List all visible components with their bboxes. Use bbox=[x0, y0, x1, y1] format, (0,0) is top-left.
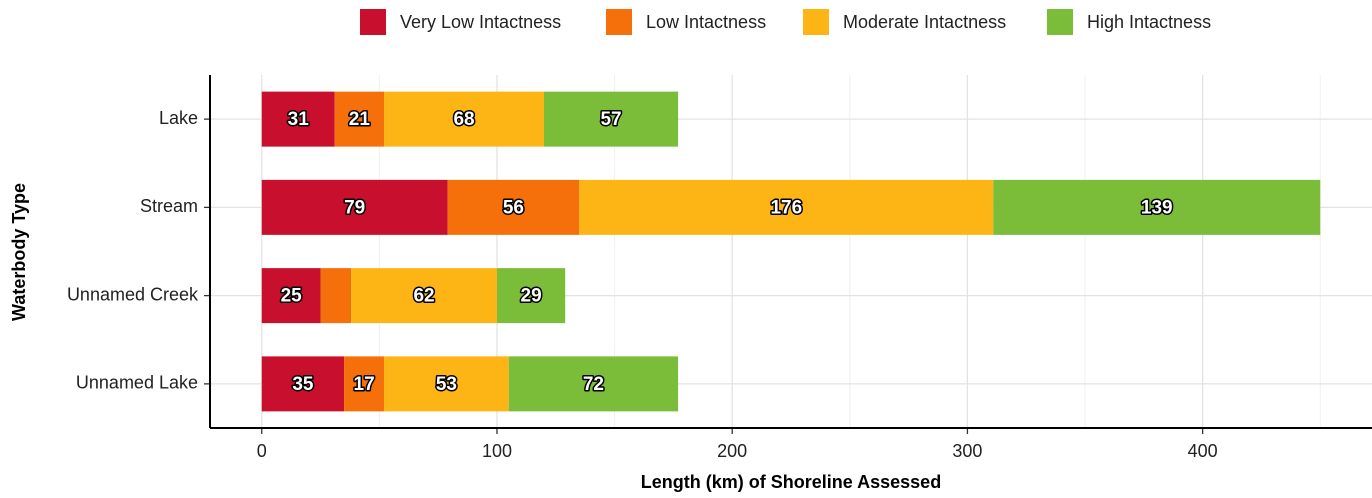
y-tick-label: Lake bbox=[159, 108, 198, 128]
bar-segment bbox=[334, 91, 385, 147]
legend-label: Very Low Intactness bbox=[400, 12, 561, 32]
legend-swatch bbox=[1047, 9, 1073, 35]
data-label: 176 bbox=[770, 197, 802, 218]
x-axis-title: Length (km) of Shoreline Assessed bbox=[641, 472, 941, 492]
x-tick-label: 200 bbox=[717, 441, 747, 461]
y-axis-title: Waterbody Type bbox=[9, 183, 29, 321]
data-label: 31 bbox=[288, 109, 310, 130]
bar-segment bbox=[261, 91, 335, 147]
y-tick-label: Unnamed Creek bbox=[67, 284, 199, 304]
data-label: 21 bbox=[349, 109, 371, 130]
bar-segment bbox=[993, 179, 1321, 235]
bar-segment bbox=[544, 91, 679, 147]
data-label: 29 bbox=[521, 286, 542, 307]
data-label: 53 bbox=[436, 374, 457, 395]
legend-label: Low Intactness bbox=[646, 12, 766, 32]
data-label: 56 bbox=[503, 197, 524, 218]
x-tick-label: 0 bbox=[257, 441, 267, 461]
legend-label: Moderate Intactness bbox=[843, 12, 1006, 32]
bar-segment bbox=[351, 268, 497, 324]
legend-swatch bbox=[360, 9, 386, 35]
bar-segment bbox=[384, 91, 545, 147]
legend-swatch bbox=[606, 9, 632, 35]
data-label: 139 bbox=[1141, 197, 1173, 218]
data-label: 72 bbox=[583, 374, 604, 395]
x-tick-label: 300 bbox=[952, 441, 982, 461]
bar-segment bbox=[261, 356, 345, 412]
x-tick-label: 400 bbox=[1188, 441, 1218, 461]
legend-label: High Intactness bbox=[1087, 12, 1211, 32]
bar-segment bbox=[579, 179, 994, 235]
bar-segment bbox=[320, 268, 352, 324]
data-label: 62 bbox=[413, 286, 434, 307]
x-tick-label: 100 bbox=[482, 441, 512, 461]
bar-segment bbox=[496, 268, 566, 324]
data-label: 57 bbox=[600, 109, 621, 130]
bar-segment bbox=[447, 179, 580, 235]
y-tick-label: Stream bbox=[140, 196, 198, 216]
data-label: 17 bbox=[354, 374, 375, 395]
data-label: 68 bbox=[453, 109, 474, 130]
legend-swatch bbox=[803, 9, 829, 35]
data-label: 79 bbox=[344, 197, 365, 218]
data-label: 35 bbox=[292, 374, 314, 395]
data-label: 25 bbox=[281, 286, 303, 307]
bar-segment bbox=[261, 268, 321, 324]
bar-segment bbox=[261, 179, 448, 235]
bar-segment bbox=[344, 356, 385, 412]
y-tick-label: Unnamed Lake bbox=[76, 373, 198, 393]
bar-segment bbox=[384, 356, 509, 412]
bar-segment bbox=[508, 356, 679, 412]
